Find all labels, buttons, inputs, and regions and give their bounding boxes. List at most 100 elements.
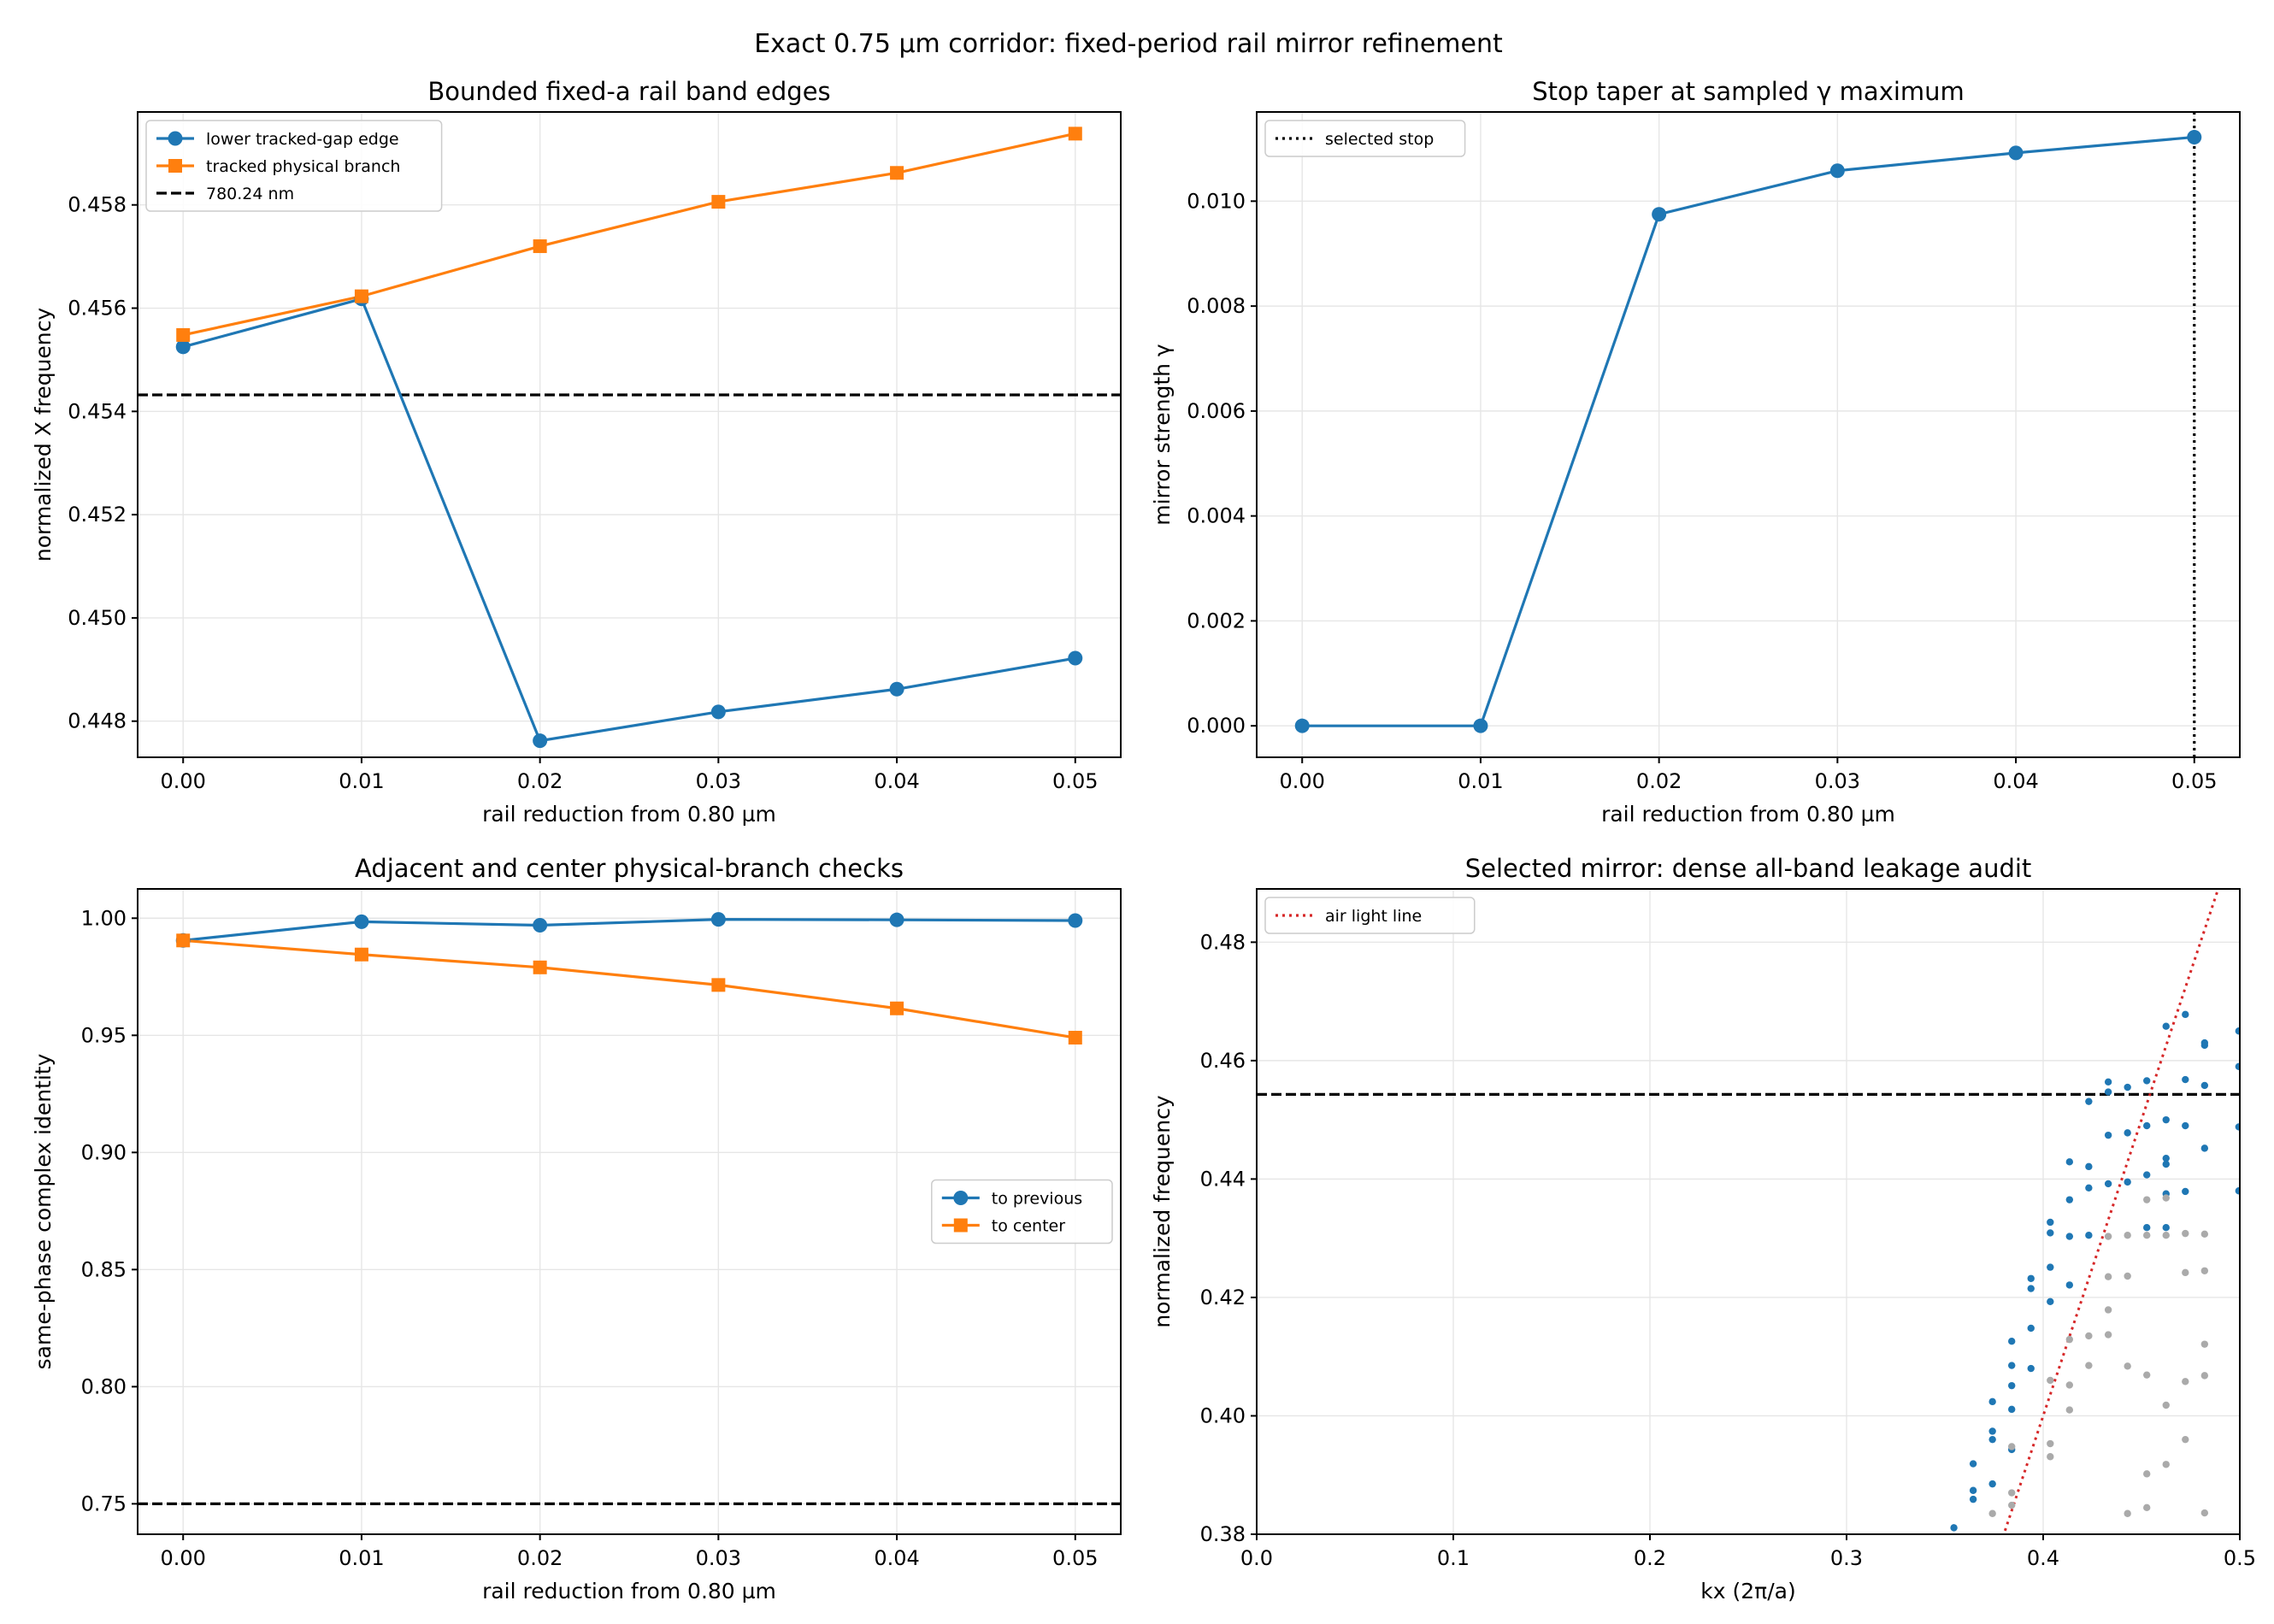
p0-ytick-label-3: 0.454 <box>68 399 127 423</box>
p3-series-0-point-11 <box>2008 1362 2016 1369</box>
p0-series-1-line <box>182 132 1076 337</box>
p2-ytick-label-2: 0.85 <box>81 1257 127 1281</box>
p1-ytick-label-5: 0.010 <box>1187 189 1246 213</box>
p3-series-1-point-17 <box>2124 1362 2131 1370</box>
p3-series-0-point-43 <box>2162 1154 2170 1162</box>
p0-series-1-point-5 <box>1068 127 1082 141</box>
p3-series-1-point-10 <box>2085 1362 2093 1369</box>
p0-series-1-point-0 <box>176 327 191 342</box>
p0-ytick-label-5: 0.458 <box>68 193 127 217</box>
p3-series-0-point-54 <box>2235 1187 2240 1195</box>
p1-xtick-label-0: 0.00 <box>1280 769 1325 793</box>
p1-series-0-point-0 <box>1294 718 1310 733</box>
p0-legend-box <box>145 120 443 212</box>
p1-series-0-point-5 <box>2187 129 2202 144</box>
p3-series-1-point-31 <box>2182 1268 2189 1277</box>
p2-ylabel: same-phase complex identity <box>31 1053 56 1369</box>
p3-series-0-point-33 <box>2124 1178 2131 1186</box>
p1-xtick-label-1: 0.01 <box>1458 769 1503 793</box>
p3-axes-frame <box>1256 888 2241 1535</box>
p2-xtick-label-4: 0.04 <box>874 1546 919 1570</box>
p2-legend-marker-s1 <box>953 1218 968 1233</box>
p3-series-0-point-42 <box>2162 1160 2170 1168</box>
p3-series-0-point-16 <box>2027 1274 2035 1282</box>
p2-series-1-point-0 <box>176 933 191 948</box>
p3-series-1-point-28 <box>2162 1194 2170 1202</box>
p2-series-0-line <box>183 918 1075 942</box>
p2-xtick-label-1: 0.01 <box>339 1546 384 1570</box>
p3-series-1-point-23 <box>2143 1232 2151 1239</box>
p3-series-0-point-32 <box>2104 1078 2112 1086</box>
p1-xtick-label-3: 0.03 <box>1815 769 1860 793</box>
p0-xlabel: rail reduction from 0.80 µm <box>482 802 776 827</box>
p3-series-0-point-37 <box>2143 1171 2151 1179</box>
p1-xtick-label-4: 0.04 <box>1993 769 2038 793</box>
p1-series-0-point-3 <box>1829 163 1845 179</box>
p3-series-0-point-7 <box>1988 1397 1996 1406</box>
p3-series-1-point-19 <box>2124 1232 2131 1239</box>
p3-series-1-point-21 <box>2143 1470 2151 1478</box>
p3-series-1-point-33 <box>2200 1509 2209 1517</box>
p3-series-0-point-12 <box>2008 1337 2016 1345</box>
p2-series-0-point-4 <box>889 912 904 927</box>
p0-legend-label-s0: lower tracked-gap edge <box>206 130 399 149</box>
p2-legend-marker-s0 <box>953 1191 969 1205</box>
p3-series-1-point-32 <box>2182 1229 2189 1238</box>
p3-series-0-point-22 <box>2065 1233 2074 1240</box>
p2-xlabel: rail reduction from 0.80 µm <box>482 1579 776 1603</box>
p3-xtick-label-1: 0.1 <box>1437 1546 1470 1570</box>
p3-series-0-point-17 <box>2047 1297 2054 1305</box>
p0-series-0-point-3 <box>710 704 726 720</box>
p3-series-1-point-14 <box>2104 1273 2112 1280</box>
p1-xlabel: rail reduction from 0.80 µm <box>1601 802 1895 827</box>
p2-legend-label-s0: to previous <box>992 1190 1082 1209</box>
p2-series-1-point-2 <box>533 960 547 974</box>
p3-series-0-point-36 <box>2143 1224 2151 1232</box>
p3-series-1-point-16 <box>2124 1509 2131 1517</box>
p3-series-0-point-2 <box>1969 1486 1977 1494</box>
p3-series-0-point-53 <box>2200 1039 2209 1047</box>
p3-series-1-point-9 <box>2065 1335 2074 1344</box>
p1-series-0-point-4 <box>2008 145 2024 161</box>
p1-ylabel: mirror strength γ <box>1150 344 1175 526</box>
p0-data-layer <box>138 132 1121 743</box>
p2-legend: to previous to center <box>931 1179 1113 1244</box>
p3-series-1-point-1 <box>2008 1501 2016 1509</box>
p3-series-0-point-4 <box>1988 1480 1996 1488</box>
p0-legend-label-s1: tracked physical branch <box>206 157 400 176</box>
p1-xtick-label-2: 0.02 <box>1636 769 1682 793</box>
p2-xtick-label-3: 0.03 <box>696 1546 741 1570</box>
panel-band-edges: 0.00 0.01 0.02 0.03 0.04 0.05 0.448 0.450 0.452 0… <box>31 77 1122 827</box>
p0-ytick-label-1: 0.450 <box>68 606 127 630</box>
p0-ytick-label-4: 0.456 <box>68 297 127 321</box>
p3-series-0-point-40 <box>2162 1224 2170 1232</box>
p3-series-0-point-55 <box>2235 1123 2240 1131</box>
p2-legend-box <box>931 1179 1113 1244</box>
p3-series-1-point-7 <box>2065 1406 2074 1414</box>
p3-title: Selected mirror: dense all-band leakage … <box>1465 854 2032 883</box>
p3-series-1-point-20 <box>2143 1503 2151 1512</box>
p2-series-1-point-4 <box>890 1001 904 1015</box>
p3-series-1-point-3 <box>2008 1443 2016 1450</box>
p3-series-0-point-29 <box>2104 1180 2112 1188</box>
p3-series-0-point-18 <box>2047 1263 2054 1271</box>
p3-series-0-point-14 <box>2027 1324 2035 1333</box>
p1-axes-frame <box>1256 111 2241 758</box>
p2-series-1-point-3 <box>711 978 726 992</box>
p3-series-1-point-12 <box>2104 1331 2112 1339</box>
panel-branch-checks: 0.00 0.01 0.02 0.03 0.04 0.05 0.75 0.80 0.85 0.90… <box>31 854 1122 1603</box>
p0-legend-marker-s1 <box>168 159 182 173</box>
p2-ytick-label-1: 0.80 <box>81 1374 127 1398</box>
p3-legend-box <box>1264 897 1476 934</box>
p3-series-0-point-30 <box>2104 1131 2112 1139</box>
p1-data-layer <box>1302 112 2196 757</box>
p3-series-0-point-47 <box>2182 1121 2189 1130</box>
p0-axes-frame <box>137 111 1122 758</box>
p0-xtick-label-5: 0.05 <box>1052 769 1098 793</box>
p3-light-line <box>2002 889 2220 1534</box>
p3-ytick-label-4: 0.46 <box>1200 1049 1246 1073</box>
p1-ytick-label-4: 0.008 <box>1187 294 1246 318</box>
p2-xtick-label-2: 0.02 <box>517 1546 563 1570</box>
p3-series-0-point-51 <box>2200 1081 2209 1090</box>
